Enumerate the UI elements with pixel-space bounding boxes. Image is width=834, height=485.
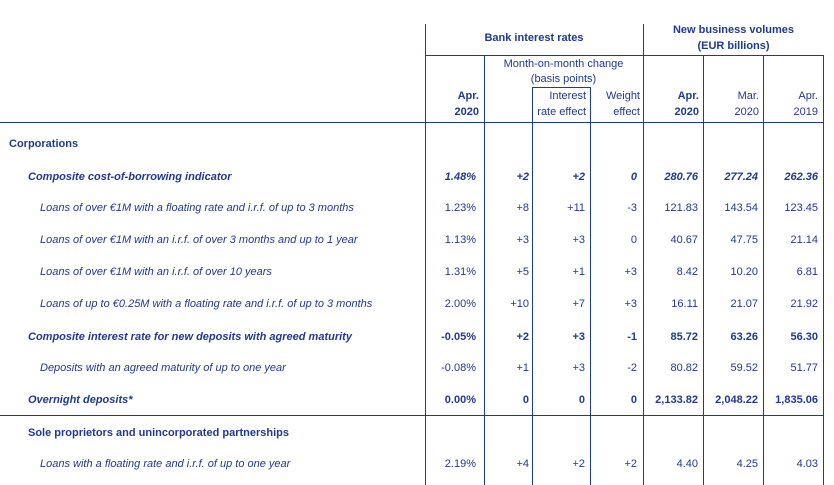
table-row: Loans of over €1M with an i.r.f. of over… <box>40 234 818 246</box>
section-sole-proprietors: Sole proprietors and unincorporated part… <box>28 427 289 439</box>
header-bank-rates: Bank interest rates <box>484 32 584 44</box>
col-rule-mom <box>484 56 485 485</box>
col-rule-right <box>823 56 824 485</box>
table-row: Deposits with an agreed maturity of up t… <box>40 362 818 374</box>
col-rule-mar <box>703 56 704 485</box>
table-row: Overnight deposits* 0.00% 0 0 0 2,133.82… <box>28 394 818 406</box>
table-row: Loans of over €1M with a floating rate a… <box>40 202 818 214</box>
table-row: Loans with a floating rate and i.r.f. of… <box>40 458 818 470</box>
header-mom-line1: Month-on-month change <box>503 58 624 70</box>
header-volumes-line1: New business volumes <box>672 24 795 36</box>
col-rule-weight <box>590 88 591 485</box>
header-apr: Apr. <box>457 90 479 102</box>
header-rule-bottom <box>0 122 824 123</box>
header-vol-apr19: Apr. <box>798 90 818 102</box>
table-row: Loans of up to €0.25M with a floating ra… <box>40 298 818 310</box>
header-vol-apr: Apr. <box>677 90 699 102</box>
table-row: Loans of over €1M with an i.r.f. of over… <box>40 266 818 278</box>
section-corporations: Corporations <box>9 138 79 150</box>
table-row: Composite cost-of-borrowing indicator 1.… <box>28 171 818 183</box>
col-rule-rates <box>425 24 426 485</box>
header-rule-mom <box>532 87 591 88</box>
col-rule-volumes <box>643 24 644 485</box>
header-interest-line2: rate effect <box>537 106 586 118</box>
header-vol-apr19-year: 2019 <box>793 106 818 118</box>
header-rule-top <box>425 55 824 56</box>
header-apr-year: 2020 <box>454 106 479 118</box>
col-rule-apr19 <box>763 56 764 485</box>
header-vol-apr-year: 2020 <box>674 106 699 118</box>
header-interest-line1: Interest <box>549 90 586 102</box>
table-row: Composite interest rate for new deposits… <box>28 331 818 343</box>
header-vol-mar-year: 2020 <box>734 106 759 118</box>
header-weight-line1: Weight <box>605 90 640 102</box>
section-rule <box>0 415 824 416</box>
header-volumes-line2: (EUR billions) <box>697 40 770 52</box>
header-vol-mar: Mar. <box>737 90 759 102</box>
header-mom-line2: (basis points) <box>530 73 597 85</box>
col-rule-interest <box>532 88 533 485</box>
header-weight-line2: effect <box>613 106 640 118</box>
